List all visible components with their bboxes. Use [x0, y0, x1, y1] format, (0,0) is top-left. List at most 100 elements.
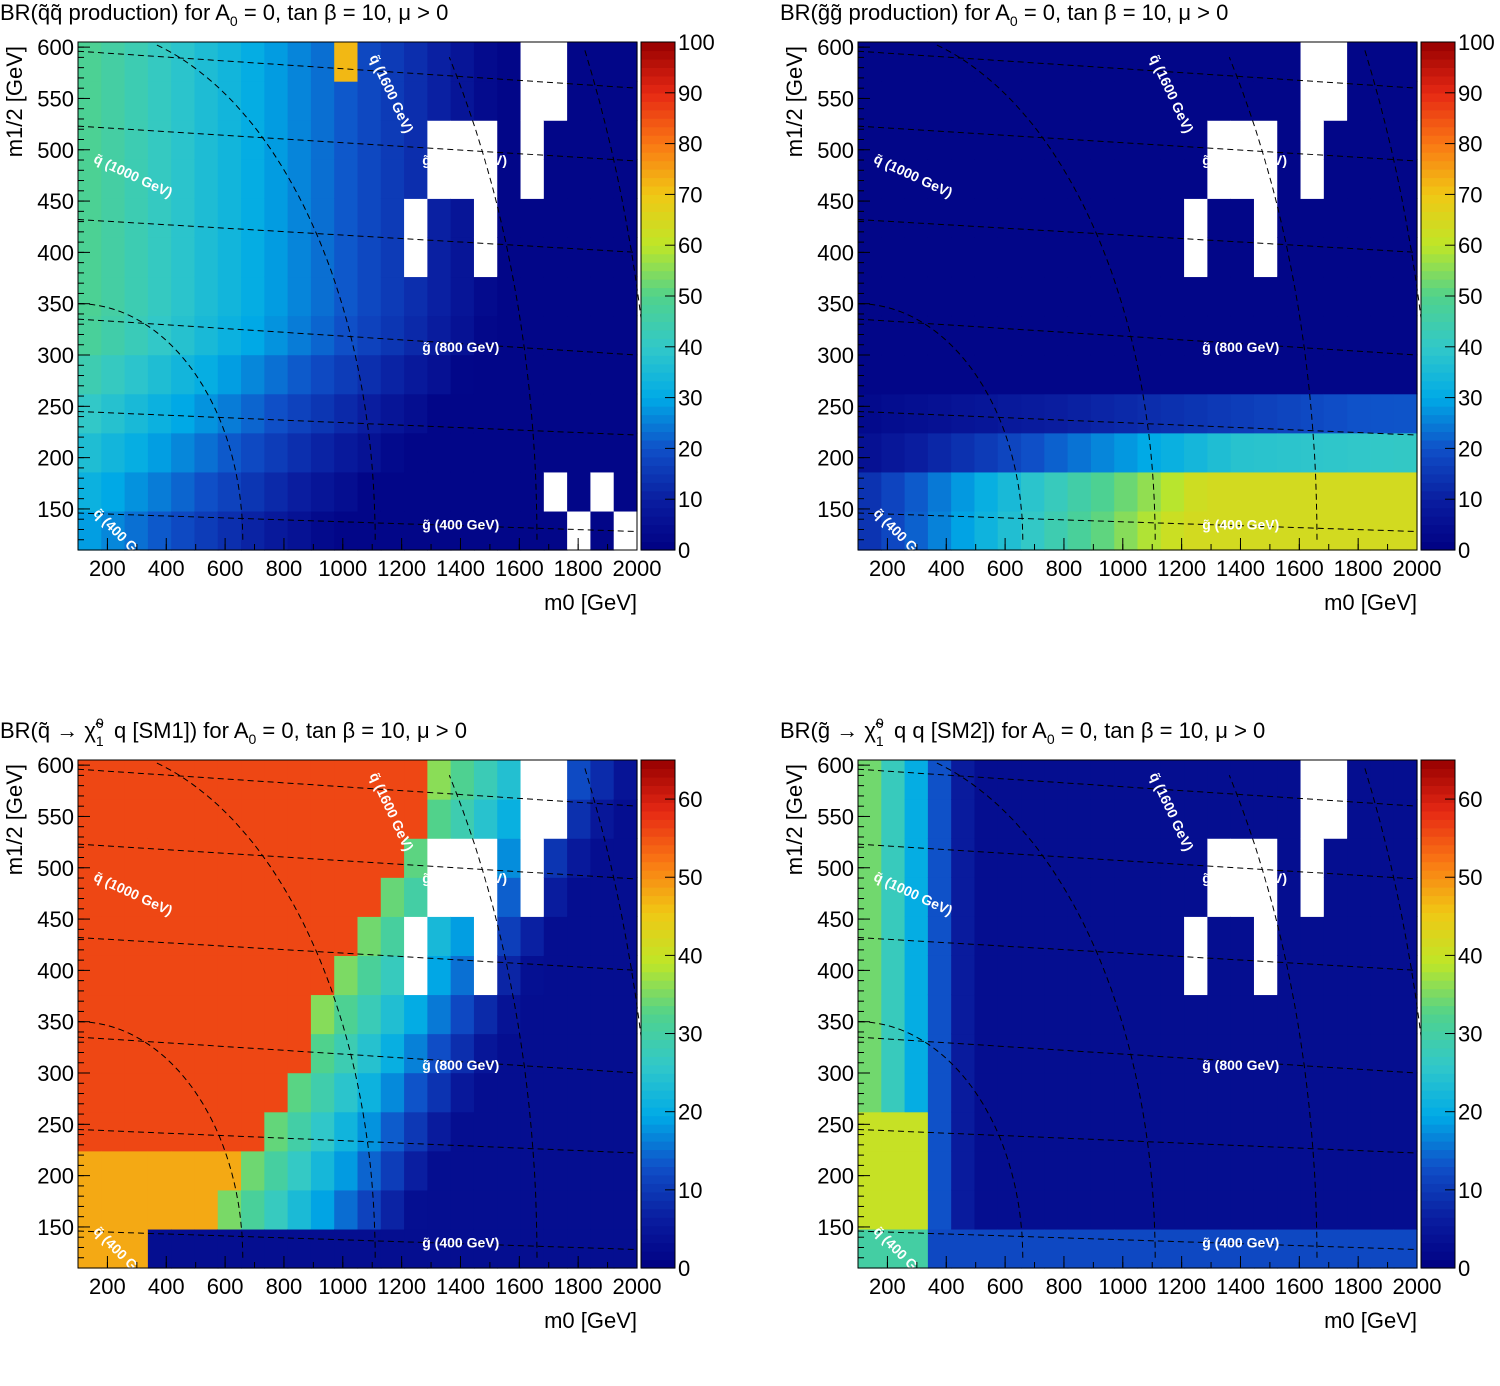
heatmap-cell — [450, 432, 475, 473]
heatmap-cell — [1277, 1111, 1302, 1152]
heatmap-cell — [427, 1072, 452, 1113]
heatmap-cell — [1044, 237, 1069, 278]
colorbar-segment — [641, 937, 675, 947]
heatmap-cell — [590, 354, 615, 395]
heatmap-cell — [567, 1033, 592, 1074]
colorbar-segment — [1421, 1056, 1455, 1066]
y-tick-label: 550 — [37, 804, 74, 829]
heatmap-cell — [171, 916, 196, 956]
heatmap-cell — [1347, 432, 1372, 473]
colorbar-segment — [1421, 363, 1455, 373]
gluino-contour — [857, 318, 1418, 356]
heatmap-cell — [217, 432, 242, 473]
colorbar-segment — [1421, 946, 1455, 956]
colorbar-segment — [1421, 997, 1455, 1007]
heatmap-cell — [1253, 276, 1278, 317]
heatmap-cell — [241, 120, 265, 160]
heatmap-cell — [1277, 799, 1302, 839]
heatmap-cell — [997, 994, 1022, 1035]
heatmap-cell — [287, 237, 312, 278]
heatmap-cell — [1277, 471, 1302, 512]
heatmap-cell — [1090, 471, 1115, 512]
heatmap-cell — [147, 432, 172, 473]
heatmap-cell — [78, 471, 102, 512]
y-tick-label: 450 — [817, 189, 854, 214]
heatmap-cell — [951, 198, 976, 238]
heatmap-cell — [858, 916, 882, 956]
heatmap-cell — [927, 1111, 952, 1152]
heatmap-cell — [997, 1111, 1022, 1152]
heatmap-cell — [951, 237, 976, 278]
heatmap-cell — [1184, 198, 1208, 238]
y-tick-label: 200 — [817, 446, 854, 471]
x-tick-label: 1000 — [318, 556, 367, 581]
heatmap-cell — [310, 315, 335, 356]
heatmap-cell — [567, 198, 592, 238]
heatmap-cell — [171, 510, 196, 551]
heatmap-cell — [404, 354, 428, 395]
heatmap-cell — [590, 315, 615, 356]
chart-panel-glgl: q̃ (400 GeV) q̃ (1000 GeV) q̃ (1600 GeV) g̃… — [780, 0, 1500, 668]
heatmap-cell — [357, 994, 382, 1035]
heatmap-cell — [1300, 955, 1325, 996]
heatmap-cell — [543, 838, 568, 878]
heatmap-cell — [1067, 354, 1092, 395]
heatmap-cell — [1393, 760, 1418, 800]
colorbar-segment — [1421, 1183, 1455, 1193]
heatmap-cell — [171, 1033, 196, 1074]
y-tick-label: 350 — [37, 1010, 74, 1035]
heatmap-cell — [567, 994, 592, 1035]
heatmap-cell — [1230, 393, 1255, 434]
heatmap-cell — [78, 42, 102, 82]
colorbar-segment — [1421, 109, 1455, 119]
heatmap-cell — [1021, 471, 1045, 512]
heatmap-cell — [404, 81, 428, 121]
heatmap-cell — [194, 916, 219, 956]
heatmap-cell — [1230, 760, 1255, 800]
heatmap-cell — [881, 276, 906, 317]
heatmap-cell — [1347, 159, 1372, 199]
heatmap-cell — [1160, 393, 1185, 434]
colorbar-segment — [641, 524, 675, 534]
heatmap-cell — [101, 237, 126, 278]
heatmap-cell — [904, 120, 929, 160]
heatmap-cell — [427, 760, 452, 800]
heatmap-cell — [264, 838, 289, 878]
heatmap-cell — [567, 315, 592, 356]
heatmap-cell — [1300, 276, 1325, 317]
colorbar-segment — [1421, 1141, 1455, 1151]
colorbar-segment — [1421, 296, 1455, 306]
x-tick-label: 1200 — [1157, 556, 1206, 581]
heatmap-cell — [147, 81, 172, 121]
heatmap-cell — [124, 471, 149, 512]
heatmap-cell — [473, 799, 498, 839]
colorbar-label: 60 — [678, 787, 702, 812]
gluino-contour — [77, 1036, 638, 1074]
heatmap-cell — [1044, 81, 1069, 121]
heatmap-cell — [1021, 510, 1045, 551]
heatmap-cell — [1300, 916, 1325, 956]
heatmap-cell — [951, 432, 976, 473]
colorbar-frame — [640, 759, 676, 1269]
heatmap-cell — [217, 42, 242, 82]
heatmap-cell — [404, 1033, 428, 1074]
heatmap-cell — [1323, 1189, 1348, 1230]
colorbar-segment — [1421, 152, 1455, 162]
heatmap-cell — [927, 315, 952, 356]
heatmap-cell — [217, 838, 242, 878]
heatmap-cell — [241, 799, 265, 839]
heatmap-cell — [520, 276, 545, 317]
gluino-contour — [77, 937, 638, 971]
heatmap-cell — [927, 471, 952, 512]
colorbar-segment — [1421, 169, 1455, 179]
colorbar-label: 90 — [1458, 81, 1482, 106]
heatmap-cell — [264, 877, 289, 917]
heatmap-cell — [450, 198, 475, 238]
heatmap-cell — [497, 1072, 522, 1113]
heatmap-cell — [1370, 955, 1395, 996]
heatmap-cell — [78, 1189, 102, 1230]
heatmap-cell — [1277, 1228, 1302, 1269]
heatmap-cell — [543, 955, 568, 996]
heatmap-cell — [1230, 1150, 1255, 1191]
y-tick-label: 150 — [817, 497, 854, 522]
